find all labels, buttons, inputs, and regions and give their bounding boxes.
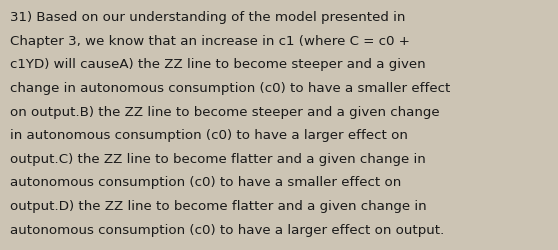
Text: autonomous consumption (c0) to have a smaller effect on: autonomous consumption (c0) to have a sm… <box>10 176 401 189</box>
Text: 31) Based on our understanding of the model presented in: 31) Based on our understanding of the mo… <box>10 11 406 24</box>
Text: in autonomous consumption (c0) to have a larger effect on: in autonomous consumption (c0) to have a… <box>10 129 408 142</box>
Text: change in autonomous consumption (c0) to have a smaller effect: change in autonomous consumption (c0) to… <box>10 82 450 95</box>
Text: output.C) the ZZ line to become flatter and a given change in: output.C) the ZZ line to become flatter … <box>10 152 426 165</box>
Text: c1YD) will causeA) the ZZ line to become steeper and a given: c1YD) will causeA) the ZZ line to become… <box>10 58 426 71</box>
Text: output.D) the ZZ line to become flatter and a given change in: output.D) the ZZ line to become flatter … <box>10 199 427 212</box>
Text: Chapter 3, we know that an increase in c1 (where C = c0 +: Chapter 3, we know that an increase in c… <box>10 35 410 48</box>
Text: autonomous consumption (c0) to have a larger effect on output.: autonomous consumption (c0) to have a la… <box>10 223 444 236</box>
Text: on output.B) the ZZ line to become steeper and a given change: on output.B) the ZZ line to become steep… <box>10 105 440 118</box>
